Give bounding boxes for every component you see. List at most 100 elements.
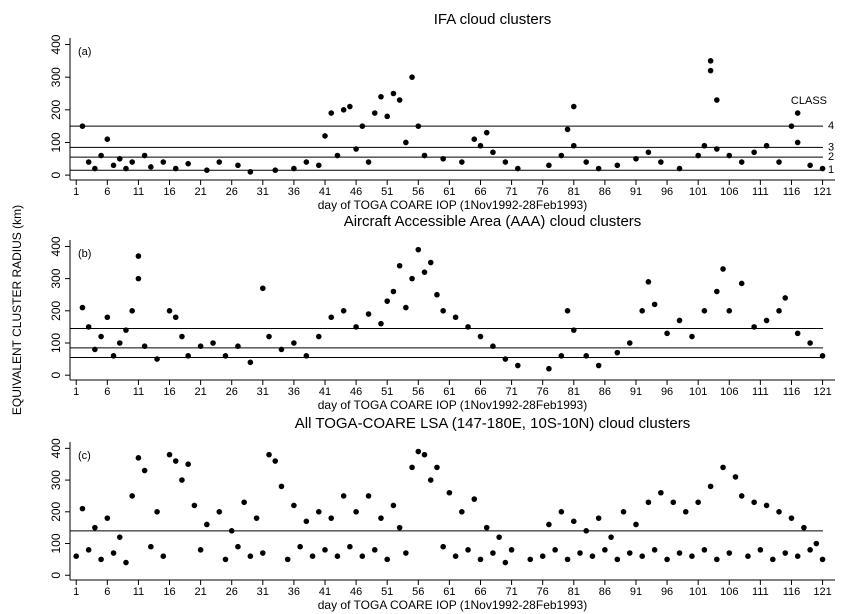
point bbox=[85, 159, 92, 165]
point bbox=[564, 556, 571, 563]
point bbox=[583, 159, 590, 165]
point bbox=[260, 550, 266, 556]
x-tick-label: 116 bbox=[783, 186, 801, 198]
point bbox=[776, 159, 782, 165]
point bbox=[477, 556, 484, 563]
point bbox=[353, 508, 359, 515]
point bbox=[247, 359, 254, 366]
x-tick-label: 26 bbox=[226, 386, 238, 398]
point bbox=[726, 550, 733, 556]
x-tick-label: 21 bbox=[194, 386, 206, 398]
x-tick-label: 66 bbox=[474, 386, 486, 398]
point bbox=[502, 159, 509, 165]
point bbox=[664, 330, 670, 337]
y-tick-label: 100 bbox=[49, 132, 63, 152]
point bbox=[626, 340, 633, 346]
point bbox=[135, 275, 142, 282]
point bbox=[490, 149, 496, 156]
point bbox=[210, 340, 216, 346]
point bbox=[552, 547, 558, 553]
point bbox=[129, 159, 135, 165]
point bbox=[79, 304, 86, 311]
y-tick-label: 400 bbox=[49, 236, 63, 256]
x-axis-label: day of TOGA COARE IOP (1Nov1992-28Feb199… bbox=[318, 198, 587, 212]
point bbox=[807, 547, 813, 553]
point bbox=[73, 553, 80, 560]
point bbox=[347, 543, 353, 550]
x-tick-label: 86 bbox=[599, 386, 611, 398]
point bbox=[116, 340, 123, 346]
point bbox=[365, 493, 372, 499]
point bbox=[340, 107, 347, 113]
point bbox=[434, 291, 440, 298]
point bbox=[452, 314, 459, 321]
point bbox=[614, 162, 621, 169]
point bbox=[148, 543, 154, 550]
x-tick-label: 61 bbox=[443, 186, 455, 198]
y-tick-label: 300 bbox=[49, 268, 63, 288]
point bbox=[384, 113, 390, 120]
point bbox=[645, 279, 652, 285]
point bbox=[782, 550, 789, 556]
point bbox=[396, 524, 403, 531]
point bbox=[359, 553, 366, 560]
point bbox=[179, 477, 185, 483]
point bbox=[396, 97, 403, 103]
point bbox=[440, 308, 446, 314]
y-tick-label: 0 bbox=[49, 171, 63, 178]
point bbox=[738, 493, 745, 499]
point bbox=[745, 553, 751, 560]
point bbox=[738, 159, 745, 165]
point bbox=[459, 508, 465, 515]
point bbox=[216, 508, 223, 515]
point bbox=[720, 464, 726, 471]
point bbox=[172, 314, 179, 321]
point bbox=[347, 103, 353, 110]
point bbox=[794, 139, 801, 146]
point bbox=[651, 301, 658, 308]
x-tick-label: 106 bbox=[720, 186, 738, 198]
x-tick-label: 11 bbox=[133, 186, 144, 198]
point bbox=[371, 110, 378, 116]
point bbox=[546, 521, 552, 528]
point bbox=[197, 547, 204, 553]
point bbox=[658, 159, 664, 165]
x-tick-label: 96 bbox=[661, 386, 673, 398]
point bbox=[390, 502, 397, 509]
x-tick-label: 31 bbox=[257, 386, 269, 398]
x-tick-label: 101 bbox=[689, 586, 707, 598]
x-tick-label: 71 bbox=[505, 586, 517, 598]
point bbox=[253, 515, 260, 521]
point bbox=[546, 365, 552, 372]
x-tick-label: 81 bbox=[568, 586, 580, 598]
point bbox=[620, 508, 627, 515]
point bbox=[658, 489, 664, 496]
point bbox=[813, 540, 820, 547]
point bbox=[378, 515, 384, 521]
point bbox=[297, 543, 303, 550]
point bbox=[539, 553, 546, 560]
point bbox=[602, 547, 608, 553]
x-tick-label: 41 bbox=[319, 186, 331, 198]
point bbox=[471, 496, 478, 502]
x-tick-label: 41 bbox=[319, 386, 331, 398]
x-tick-label: 71 bbox=[505, 386, 517, 398]
point bbox=[421, 269, 428, 275]
x-tick-label: 91 bbox=[630, 386, 642, 398]
point bbox=[794, 110, 801, 116]
x-tick-label: 16 bbox=[163, 586, 175, 598]
y-tick-label: 200 bbox=[49, 300, 63, 320]
point bbox=[266, 451, 272, 458]
point bbox=[135, 253, 142, 259]
point bbox=[577, 550, 583, 556]
x-tick-label: 56 bbox=[412, 586, 424, 598]
point bbox=[129, 308, 135, 314]
x-tick-label: 1 bbox=[73, 386, 79, 398]
point bbox=[104, 515, 111, 521]
point bbox=[154, 508, 160, 515]
x-tick-label: 76 bbox=[537, 586, 549, 598]
panel-label: (b) bbox=[78, 248, 91, 260]
point bbox=[459, 159, 465, 165]
point bbox=[564, 126, 571, 133]
point bbox=[328, 314, 335, 321]
